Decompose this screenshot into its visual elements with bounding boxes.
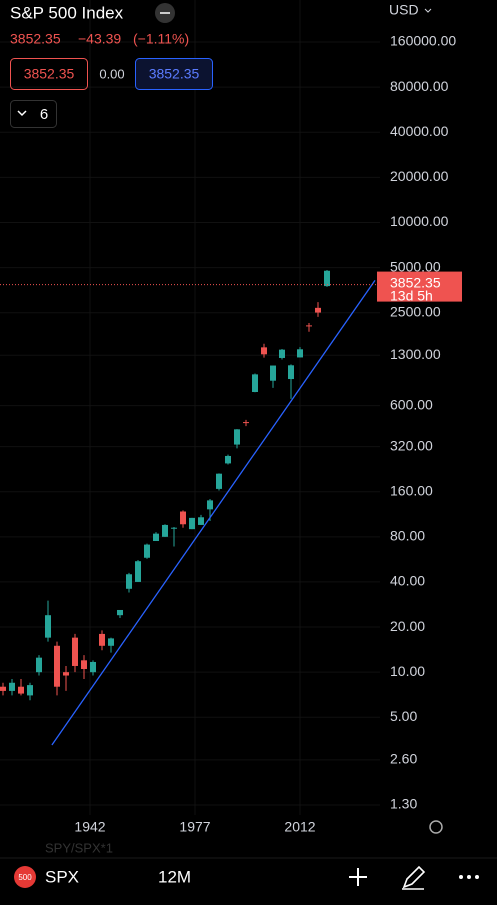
change: −43.39 bbox=[78, 31, 121, 47]
y-tick-label: 40000.00 bbox=[390, 123, 449, 139]
currency[interactable]: USD bbox=[389, 2, 419, 18]
candle-body bbox=[189, 517, 195, 530]
x-tick-label: 2012 bbox=[284, 819, 315, 835]
draw-button[interactable] bbox=[402, 865, 426, 890]
plot: 160000.00 80000.00 40000.00 20000.00 10000.0… bbox=[0, 0, 462, 835]
more-button[interactable] bbox=[459, 875, 479, 879]
y-tick-label: 80.00 bbox=[390, 528, 425, 544]
y-tick-label: 1300.00 bbox=[390, 346, 441, 362]
candle-body bbox=[279, 349, 285, 358]
logo-text: 500 bbox=[18, 873, 32, 882]
candle-body bbox=[90, 661, 96, 673]
candle-body bbox=[315, 307, 321, 313]
candle-body bbox=[297, 349, 303, 358]
candle-body bbox=[288, 365, 294, 380]
candle-body bbox=[162, 524, 168, 537]
settings[interactable] bbox=[429, 820, 443, 834]
candle-body bbox=[108, 638, 114, 646]
candle-body bbox=[234, 429, 240, 445]
spread: 0.00 bbox=[99, 66, 124, 81]
candle-body bbox=[180, 511, 186, 525]
symbol[interactable]: SPX bbox=[45, 867, 79, 886]
indicator-count: 6 bbox=[40, 106, 48, 123]
candle-body bbox=[225, 455, 231, 464]
candle-body bbox=[45, 615, 51, 638]
interval[interactable]: 12M bbox=[158, 867, 191, 886]
bid: 3852.35 bbox=[24, 66, 75, 82]
y-tick-label: 2500.00 bbox=[390, 303, 441, 319]
candle-body bbox=[216, 473, 222, 489]
y-tick-label: 1.30 bbox=[390, 796, 417, 812]
y-tick-label: 160.00 bbox=[390, 482, 433, 498]
candle-body bbox=[153, 533, 159, 542]
y-tick-label: 40.00 bbox=[390, 573, 425, 589]
candle-body bbox=[9, 682, 15, 691]
y-tick-label: 20000.00 bbox=[390, 168, 449, 184]
y-tick-label: 20.00 bbox=[390, 618, 425, 634]
candle-body bbox=[27, 685, 33, 696]
trendline bbox=[51, 280, 376, 746]
y-tick-label: 80000.00 bbox=[390, 78, 449, 94]
x-tick-label: 1942 bbox=[74, 819, 105, 835]
candle-body bbox=[18, 686, 24, 694]
candle-body bbox=[198, 517, 204, 525]
candle-body bbox=[63, 672, 69, 676]
y-tick-label: 5.00 bbox=[390, 708, 417, 724]
y-tick-label: 320.00 bbox=[390, 437, 433, 453]
candle-body bbox=[72, 637, 78, 666]
y-tick-label: 600.00 bbox=[390, 396, 433, 412]
ask: 3852.35 bbox=[149, 66, 200, 82]
candle-body bbox=[171, 527, 177, 529]
candle-body bbox=[99, 633, 105, 646]
candle-body bbox=[144, 544, 150, 558]
price-tag-label: 3852.35 bbox=[390, 274, 441, 290]
candle-body bbox=[117, 609, 123, 616]
price: 3852.35 bbox=[10, 31, 61, 47]
y-tick-label: 5000.00 bbox=[390, 258, 441, 274]
candle-body bbox=[261, 347, 267, 355]
indicators-button[interactable] bbox=[10, 100, 57, 128]
sell-box[interactable] bbox=[10, 58, 88, 90]
candle-body bbox=[36, 657, 42, 673]
add-button[interactable] bbox=[349, 868, 367, 886]
y-tick-label: 160000.00 bbox=[390, 33, 456, 49]
candle-body bbox=[270, 365, 276, 381]
candle-body bbox=[207, 500, 213, 510]
y-tick-label: 10.00 bbox=[390, 663, 425, 679]
y-tick-label: 10000.00 bbox=[390, 213, 449, 229]
x-tick-label: 1977 bbox=[179, 819, 210, 835]
candle-body bbox=[243, 422, 249, 424]
countdown: 13d 5h bbox=[390, 287, 433, 303]
change-pct: (−1.11%) bbox=[133, 31, 189, 47]
candle-body bbox=[54, 645, 60, 687]
logo bbox=[14, 866, 36, 888]
candle-body bbox=[135, 561, 141, 582]
y-tick-label: 2.60 bbox=[390, 751, 417, 767]
candle-body bbox=[0, 686, 6, 691]
candle-body bbox=[126, 574, 132, 589]
candle-body bbox=[252, 374, 258, 392]
candle-body bbox=[324, 270, 330, 287]
price-tag bbox=[377, 271, 462, 302]
buy-box[interactable] bbox=[135, 58, 213, 90]
title: S&P 500 Index bbox=[10, 3, 124, 22]
candle-body bbox=[306, 325, 312, 327]
compare-label: SPY/SPX*1 bbox=[45, 840, 113, 855]
candle-body bbox=[81, 660, 87, 670]
